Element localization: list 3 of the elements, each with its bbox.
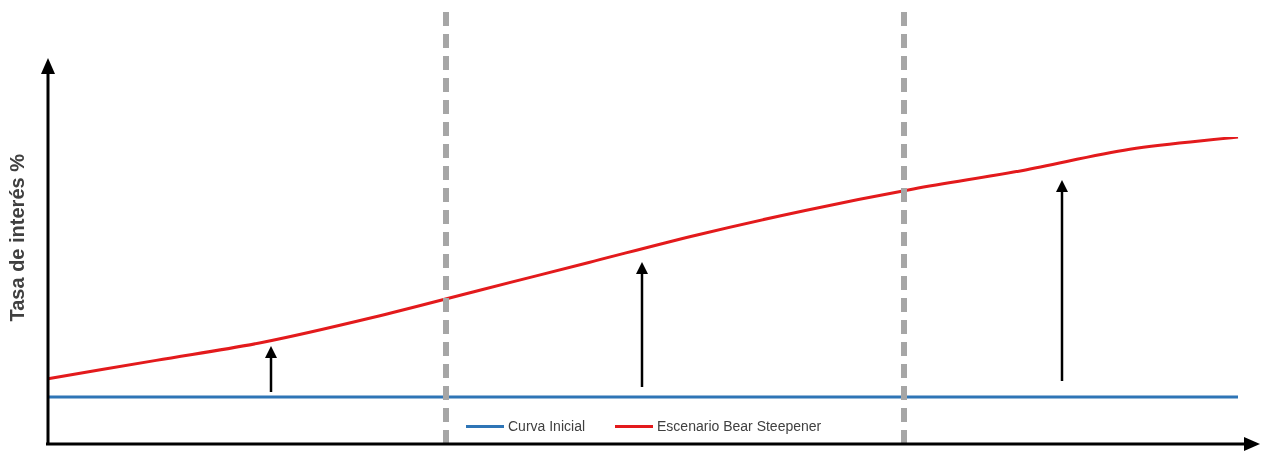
y-axis-title: Tasa de interés % — [5, 154, 29, 322]
legend-label: Escenario Bear Steepener — [657, 418, 822, 434]
legend-label: Curva Inicial — [508, 418, 586, 434]
